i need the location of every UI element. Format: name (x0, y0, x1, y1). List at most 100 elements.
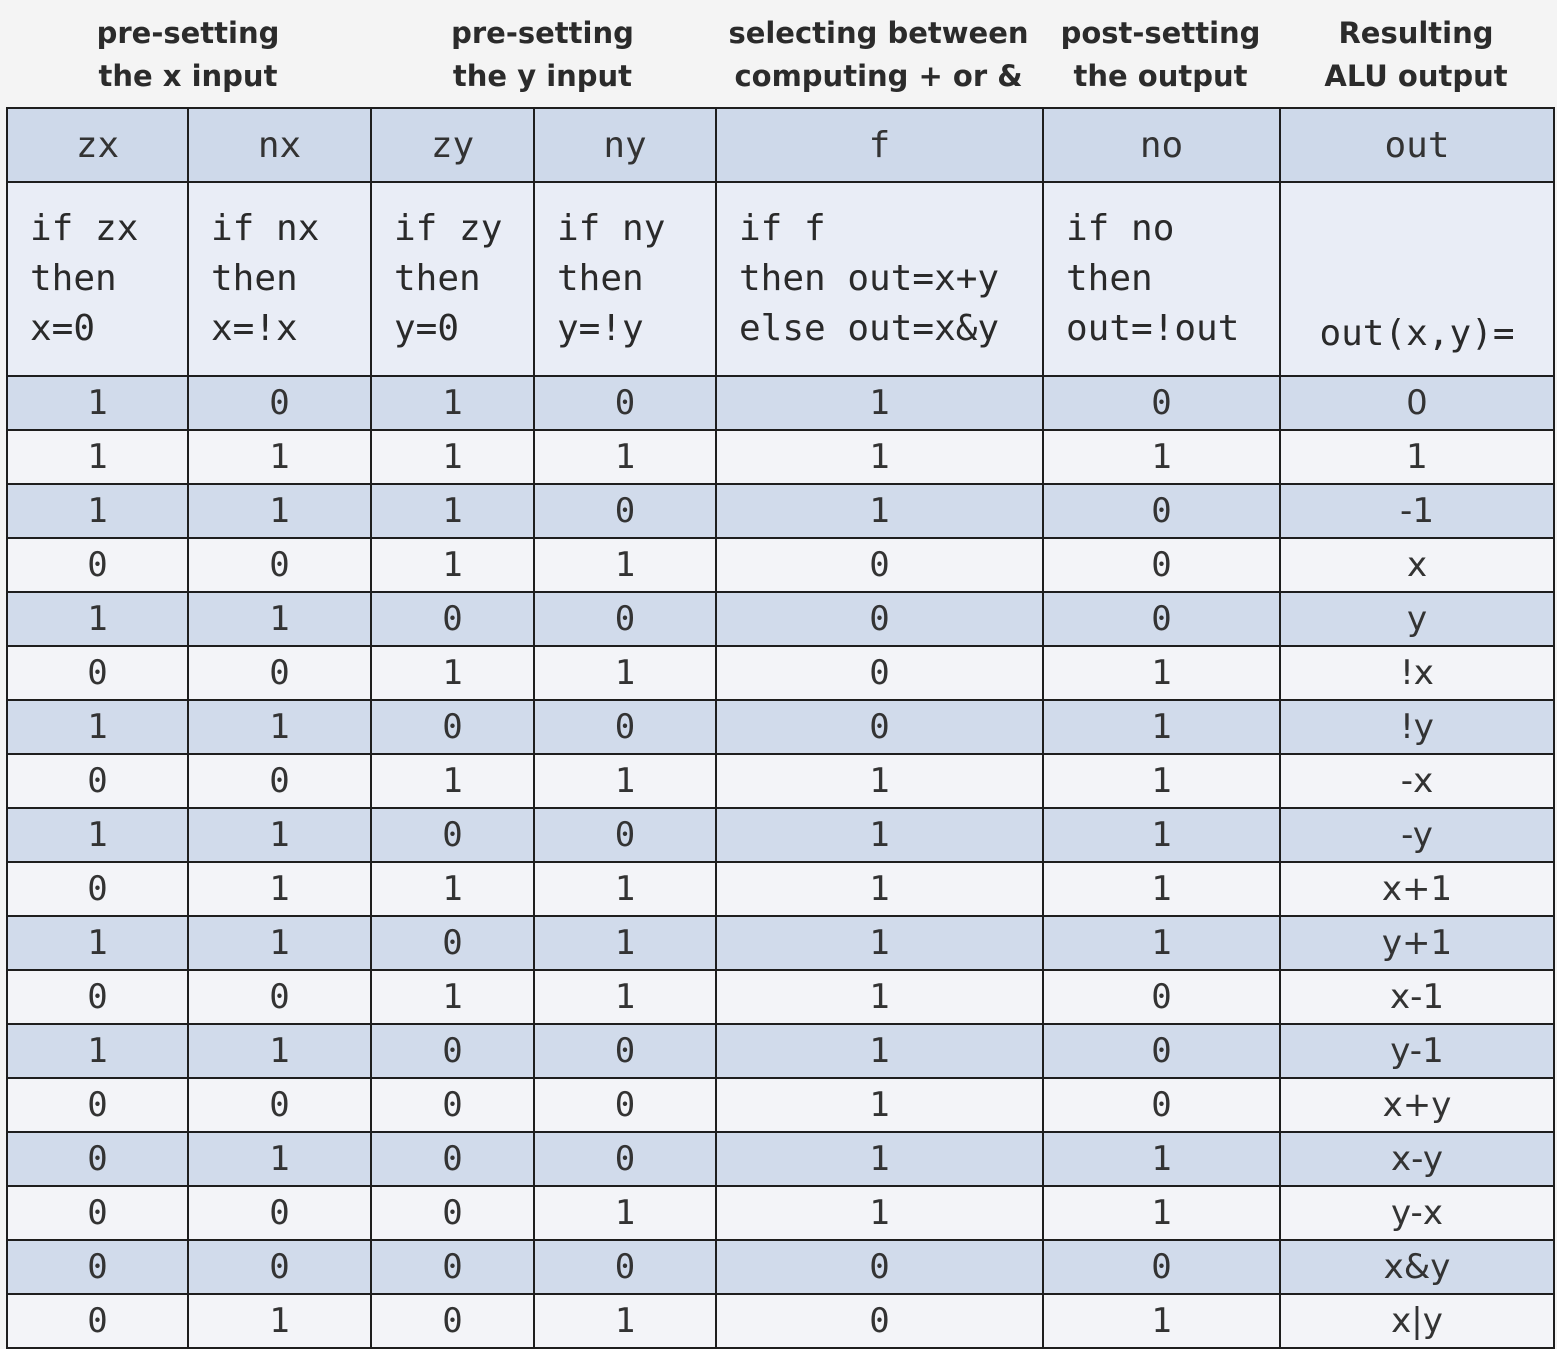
cell-nx: 0 (187, 1185, 372, 1241)
cell-ny: 1 (533, 645, 717, 701)
cell-no: 1 (1042, 915, 1281, 971)
cell-out: y-1 (1279, 1023, 1555, 1079)
column-header-out: out (1279, 107, 1555, 183)
cell-no: 1 (1042, 861, 1281, 917)
cell-no: 1 (1042, 807, 1281, 863)
cell-nx: 0 (187, 753, 372, 809)
cell-f: 1 (715, 753, 1044, 809)
cell-zy: 0 (370, 1023, 535, 1079)
cell-nx: 0 (187, 969, 372, 1025)
cell-zy: 0 (370, 591, 535, 647)
cell-out: -1 (1279, 483, 1555, 539)
cell-zx: 0 (6, 537, 189, 593)
column-header-zy: zy (370, 107, 535, 183)
cell-zx: 0 (6, 969, 189, 1025)
cell-zy: 1 (370, 753, 535, 809)
cell-ny: 0 (533, 1023, 717, 1079)
column-header-ny: ny (533, 107, 717, 183)
cell-zx: 0 (6, 645, 189, 701)
cell-zx: 0 (6, 861, 189, 917)
cell-zy: 0 (370, 1293, 535, 1349)
cell-nx: 1 (187, 699, 372, 755)
cell-ny: 0 (533, 807, 717, 863)
cell-zx: 0 (6, 1293, 189, 1349)
cell-zy: 1 (370, 537, 535, 593)
cell-ny: 0 (533, 1239, 717, 1295)
cell-out: -x (1279, 753, 1555, 809)
column-desc-nx: if nx then x=!x (187, 181, 372, 377)
cell-out: x-1 (1279, 969, 1555, 1025)
cell-f: 1 (715, 1023, 1044, 1079)
table-body: zx nx zy ny f no out if zx then x=0 if n… (6, 107, 1555, 1349)
cell-ny: 1 (533, 537, 717, 593)
column-header-zx: zx (6, 107, 189, 183)
cell-out: 1 (1279, 429, 1555, 485)
cell-out: 0 (1279, 375, 1555, 431)
cell-out: x (1279, 537, 1555, 593)
cell-out: !x (1279, 645, 1555, 701)
column-description-row: if zx then x=0 if nx then x=!x if zy the… (6, 181, 1555, 377)
cell-zy: 1 (370, 861, 535, 917)
column-desc-no: if no then out=!out (1042, 181, 1281, 377)
cell-zx: 1 (6, 699, 189, 755)
cell-nx: 0 (187, 1239, 372, 1295)
cell-out: x+1 (1279, 861, 1555, 917)
column-desc-zy: if zy then y=0 (370, 181, 535, 377)
cell-zy: 0 (370, 915, 535, 971)
cell-f: 0 (715, 537, 1044, 593)
cell-f: 1 (715, 1131, 1044, 1187)
cell-nx: 1 (187, 915, 372, 971)
cell-nx: 0 (187, 537, 372, 593)
cell-nx: 0 (187, 645, 372, 701)
cell-no: 1 (1042, 1131, 1281, 1187)
cell-f: 1 (715, 807, 1044, 863)
cell-nx: 1 (187, 429, 372, 485)
cell-ny: 1 (533, 915, 717, 971)
cell-no: 0 (1042, 969, 1281, 1025)
cell-nx: 1 (187, 483, 372, 539)
cell-f: 1 (715, 969, 1044, 1025)
column-desc-out: out(x,y)= (1279, 181, 1555, 377)
column-name-row: zx nx zy ny f no out (6, 107, 1555, 183)
cell-no: 1 (1042, 645, 1281, 701)
cell-zx: 1 (6, 915, 189, 971)
table-row: 0 0 1 1 1 1 -x (6, 753, 1555, 809)
cell-f: 1 (715, 915, 1044, 971)
cell-f: 1 (715, 429, 1044, 485)
cell-nx: 1 (187, 861, 372, 917)
cell-no: 1 (1042, 429, 1281, 485)
cell-zx: 1 (6, 807, 189, 863)
cell-zx: 1 (6, 375, 189, 431)
cell-f: 1 (715, 375, 1044, 431)
cell-zy: 1 (370, 645, 535, 701)
cell-out: x+y (1279, 1077, 1555, 1133)
cell-out: x-y (1279, 1131, 1555, 1187)
cell-no: 1 (1042, 1185, 1281, 1241)
cell-nx: 0 (187, 1077, 372, 1133)
cell-nx: 1 (187, 1023, 372, 1079)
cell-out: x&y (1279, 1239, 1555, 1295)
group-header-result: Resulting ALU output (1324, 16, 1508, 93)
cell-zy: 0 (370, 807, 535, 863)
table-row: 0 0 1 1 1 0 x-1 (6, 969, 1555, 1025)
cell-no: 0 (1042, 1239, 1281, 1295)
table-row: 0 1 1 1 1 1 x+1 (6, 861, 1555, 917)
cell-f: 0 (715, 1239, 1044, 1295)
cell-f: 1 (715, 861, 1044, 917)
cell-f: 0 (715, 1293, 1044, 1349)
cell-no: 0 (1042, 1023, 1281, 1079)
column-desc-ny: if ny then y=!y (533, 181, 717, 377)
cell-out: !y (1279, 699, 1555, 755)
cell-zy: 0 (370, 1077, 535, 1133)
cell-ny: 0 (533, 483, 717, 539)
cell-ny: 0 (533, 1077, 717, 1133)
cell-f: 0 (715, 645, 1044, 701)
cell-no: 1 (1042, 753, 1281, 809)
cell-ny: 0 (533, 1131, 717, 1187)
cell-zy: 1 (370, 483, 535, 539)
group-header-y-input: pre-setting the y input (451, 16, 634, 93)
group-header-output-post: post-setting the output (1060, 16, 1261, 93)
column-header-f: f (715, 107, 1044, 183)
